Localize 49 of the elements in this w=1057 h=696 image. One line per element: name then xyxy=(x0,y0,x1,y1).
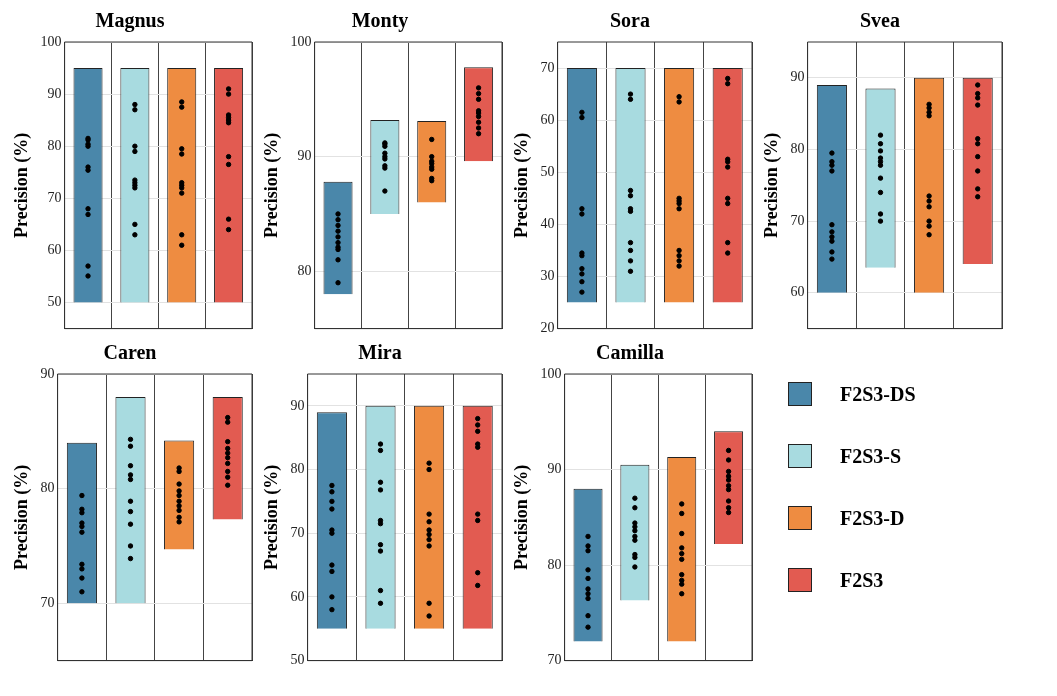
y-tick-label: 70 xyxy=(47,190,62,205)
y-axis-title: Precision (%) xyxy=(261,132,283,238)
y-tick-label: 60 xyxy=(47,242,62,258)
y-tick-label: 90 xyxy=(40,365,55,381)
y-tick-label: 50 xyxy=(540,163,555,179)
y-tick-label: 90 xyxy=(290,397,305,413)
chart-title: Sora xyxy=(610,9,650,32)
y-axis-title: Precision (%) xyxy=(511,464,533,570)
y-tick-label: 100 xyxy=(40,33,62,49)
y-tick-label: 100 xyxy=(290,33,312,49)
y-axis-title: Precision (%) xyxy=(11,464,33,570)
y-tick-label: 90 xyxy=(547,461,562,477)
y-tick-label: 50 xyxy=(47,294,62,310)
y-tick-label: 90 xyxy=(297,148,312,164)
y-tick-label: 70 xyxy=(790,212,805,228)
y-axis-title: Precision (%) xyxy=(761,132,783,238)
legend-label: F2S3-D xyxy=(840,506,905,530)
y-tick-label: 50 xyxy=(290,652,305,668)
chart-title: Mira xyxy=(358,341,402,364)
y-axis-title: Precision (%) xyxy=(11,132,33,238)
y-axis-title: Precision (%) xyxy=(261,464,283,570)
y-tick-label: 70 xyxy=(540,59,555,75)
y-tick-label: 40 xyxy=(540,216,555,232)
chart-title: Camilla xyxy=(596,341,664,364)
y-tick-label: 90 xyxy=(47,85,62,101)
y-tick-label: 20 xyxy=(540,320,555,336)
y-tick-label: 60 xyxy=(540,111,555,127)
y-tick-label: 80 xyxy=(40,480,55,496)
y-tick-label: 80 xyxy=(790,141,805,157)
y-axis-title: Precision (%) xyxy=(511,132,533,238)
chart-title: Svea xyxy=(860,9,900,32)
y-tick-label: 100 xyxy=(540,365,562,381)
y-tick-label: 80 xyxy=(290,461,305,477)
legend-label: F2S3 xyxy=(840,568,884,592)
y-tick-label: 90 xyxy=(790,69,805,85)
legend-label: F2S3-DS xyxy=(840,382,916,406)
y-tick-label: 70 xyxy=(40,594,55,610)
y-tick-label: 80 xyxy=(547,556,562,572)
y-tick-label: 60 xyxy=(790,284,805,300)
legend-label: F2S3-S xyxy=(840,444,902,468)
y-tick-label: 70 xyxy=(547,652,562,668)
y-tick-label: 70 xyxy=(290,524,305,540)
y-tick-label: 80 xyxy=(297,262,312,278)
chart-title: Magnus xyxy=(95,9,165,33)
y-tick-label: 30 xyxy=(540,268,555,284)
chart-title: Caren xyxy=(103,341,157,364)
chart-title: Monty xyxy=(351,9,409,33)
y-tick-label: 60 xyxy=(290,588,305,604)
y-tick-label: 80 xyxy=(47,137,62,153)
